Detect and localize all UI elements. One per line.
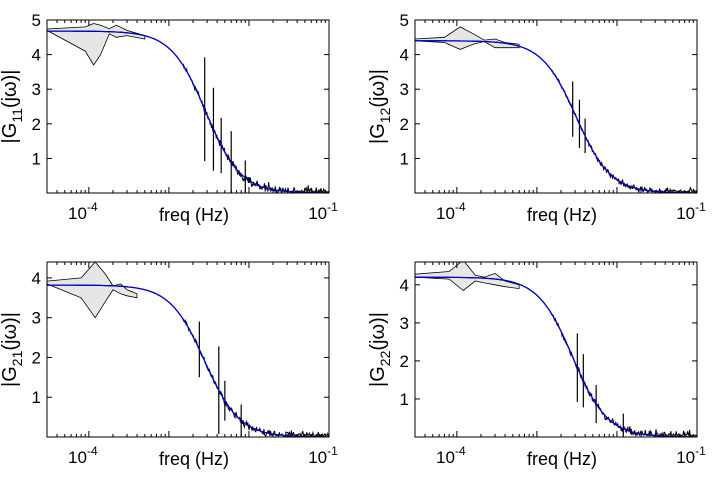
plot-area xyxy=(47,262,329,437)
axes-box xyxy=(414,19,698,194)
confidence-band xyxy=(415,262,520,292)
model-fit-line xyxy=(47,284,329,437)
x-tick-label: 10-1 xyxy=(308,444,338,467)
x-axis-label: freq (Hz) xyxy=(159,449,229,469)
x-tick-label: 10-4 xyxy=(68,444,98,467)
y-tick-label: 2 xyxy=(32,348,41,367)
x-tick-label: 10-1 xyxy=(676,200,706,223)
y-axis-label: |G22(jω)| xyxy=(367,312,393,387)
y-tick-label: 4 xyxy=(400,276,409,295)
y-tick-label: 1 xyxy=(32,149,41,168)
y-axis-label: |G12(jω)| xyxy=(367,69,393,144)
y-tick-label: 2 xyxy=(400,115,409,134)
x-axis-label: freq (Hz) xyxy=(527,449,597,469)
y-axis-label: |G11(jω)| xyxy=(0,70,25,144)
y-tick-label: 3 xyxy=(400,314,409,333)
confidence-band xyxy=(47,262,138,319)
model-fit-line xyxy=(415,40,697,193)
y-tick-label: 1 xyxy=(32,388,41,407)
axes-box xyxy=(46,261,330,438)
y-tick-label: 1 xyxy=(400,149,409,168)
y-tick-label: 5 xyxy=(32,11,41,30)
plot-area xyxy=(47,23,329,193)
axes-box xyxy=(46,19,330,194)
confidence-band xyxy=(415,26,520,50)
confidence-band xyxy=(47,23,146,66)
plot-area xyxy=(415,26,697,193)
x-tick-label: 10-4 xyxy=(436,444,466,467)
estimate-line xyxy=(415,276,697,437)
subplot-2: 1 2 3 4 5 10-4 10-1 freq (Hz) |G12(jω)| xyxy=(367,11,706,225)
plot-area xyxy=(415,262,697,437)
x-axis-label: freq (Hz) xyxy=(159,205,229,225)
y-tick-label: 4 xyxy=(400,46,409,65)
axes-box xyxy=(414,261,698,438)
y-tick-label: 4 xyxy=(32,46,41,65)
subplot-3: 1 2 3 4 10-4 10-1 freq (Hz) |G21(jω)| xyxy=(0,261,338,469)
model-fit-line xyxy=(47,30,329,193)
y-tick-label: 3 xyxy=(32,309,41,328)
model-fit-line xyxy=(415,276,697,437)
y-tick-label: 3 xyxy=(32,80,41,99)
estimate-line xyxy=(415,40,697,193)
y-axis-label: |G21(jω)| xyxy=(0,312,25,387)
y-tick-label: 4 xyxy=(32,269,41,288)
y-tick-label: 3 xyxy=(400,80,409,99)
x-tick-label: 10-1 xyxy=(308,200,338,223)
subplot-1: 1 2 3 4 5 10-4 10-1 freq (Hz) |G11(jω)| xyxy=(0,11,338,225)
y-tick-label: 1 xyxy=(400,390,409,409)
y-tick-label: 2 xyxy=(32,115,41,134)
x-tick-label: 10-1 xyxy=(676,444,706,467)
subplot-4: 1 2 3 4 10-4 10-1 freq (Hz) |G22(jω)| xyxy=(367,261,706,469)
x-axis-label: freq (Hz) xyxy=(527,205,597,225)
y-tick-label: 5 xyxy=(400,11,409,30)
x-tick-label: 10-4 xyxy=(436,200,466,223)
x-tick-label: 10-4 xyxy=(68,200,98,223)
y-tick-label: 2 xyxy=(400,352,409,371)
